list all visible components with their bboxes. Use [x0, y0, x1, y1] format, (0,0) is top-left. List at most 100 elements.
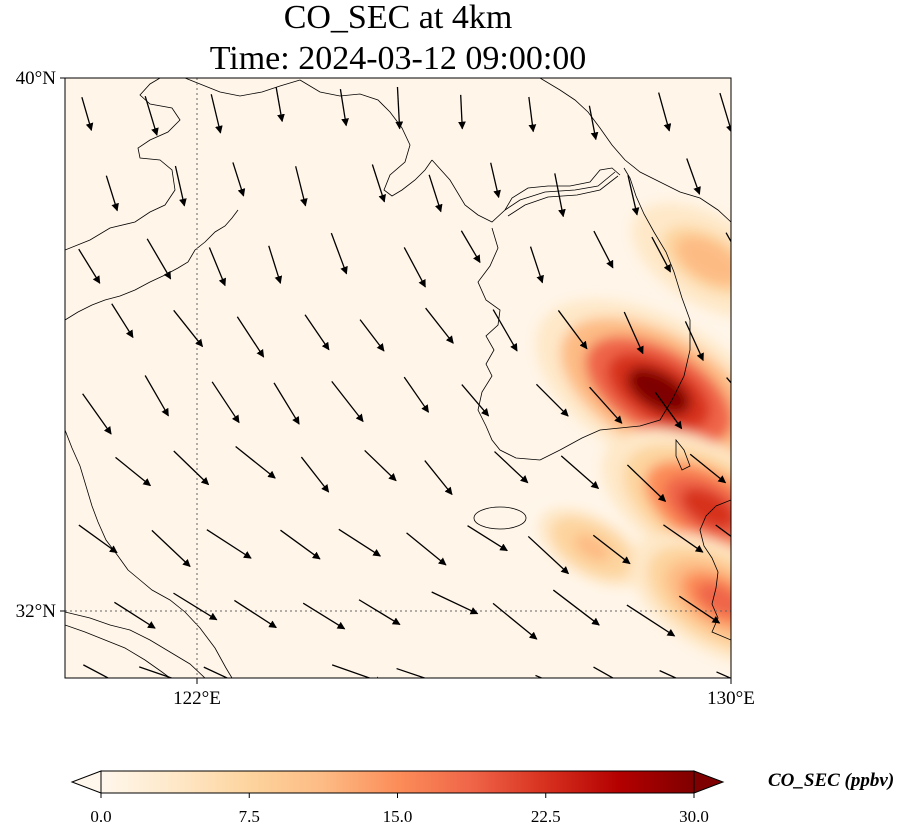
wind-arrow [592, 534, 631, 565]
wind-arrow [686, 158, 701, 195]
wind-arrow [232, 162, 246, 197]
wind-arrow [663, 524, 704, 553]
wind-arrow [144, 375, 169, 417]
wind-arrow [275, 87, 285, 123]
wind-arrow [359, 319, 385, 352]
wind-arrow [658, 92, 672, 132]
wind-arrow [144, 95, 159, 136]
wind-arrow [371, 164, 386, 203]
wind-arrow [428, 174, 443, 213]
wind-arrow [280, 529, 321, 560]
lat-label-32: 32°N [16, 601, 57, 622]
wind-arrow [467, 525, 508, 552]
wind-arrow [461, 384, 490, 417]
colorbar-extend-min [70, 770, 102, 794]
wind-arrow [535, 674, 544, 678]
plume-contour [696, 582, 731, 618]
wind-arrow [552, 589, 600, 626]
wind-arrow [146, 238, 172, 280]
wind-arrow [527, 535, 570, 575]
plume-contour [626, 367, 691, 415]
wind-arrow [560, 455, 600, 490]
wind-arrow [78, 248, 101, 284]
wind-arrow [557, 310, 588, 350]
wind-arrow [211, 381, 240, 424]
lon-label-122: 122°E [173, 688, 221, 709]
wind-arrow [725, 232, 731, 243]
wind-arrow [339, 89, 349, 127]
wind-arrow [554, 173, 566, 218]
wind-arrow [173, 592, 218, 621]
wind-arrow [492, 602, 538, 640]
wind-arrow [115, 456, 152, 487]
plume-contour [574, 534, 611, 561]
wind-arrow [304, 314, 330, 351]
gridlines [65, 78, 731, 678]
wind-arrow [105, 175, 119, 212]
wind-arrow [364, 449, 397, 482]
east-coast-plume [632, 203, 731, 318]
wind-arrow [268, 245, 283, 284]
wind-arrow [78, 524, 118, 554]
map-title-line1: CO_SEC at 4km [283, 0, 513, 36]
wind-arrow [752, 597, 802, 624]
wind-arrow [406, 532, 447, 566]
wind-arrow [395, 86, 404, 130]
wind-arrow [274, 681, 325, 698]
wind-arrow [203, 666, 229, 678]
lon-label-130: 130°E [707, 688, 755, 709]
shandong-coast [65, 209, 239, 321]
wind-arrow [236, 316, 265, 358]
wind-arrow [589, 386, 623, 424]
wind-arrow [651, 236, 672, 273]
china-south-coast [65, 429, 233, 678]
colorbar: 0.0 7.5 15.0 22.5 30.0 [70, 770, 725, 826]
colorbar-label: CO_SEC (ppbv) [768, 770, 895, 791]
wind-arrow [746, 166, 756, 206]
wind-arrow [151, 529, 191, 568]
wind-arrow [330, 232, 348, 275]
wind-arrow [302, 602, 346, 630]
dmz-line [504, 171, 619, 217]
axis-ticks [60, 77, 732, 684]
concentration-layer [523, 203, 731, 668]
wind-arrow [273, 382, 300, 425]
colorbar-tick-label: 22.5 [531, 807, 561, 826]
wind-arrow [593, 230, 614, 269]
korea-east-plume [536, 299, 731, 483]
korea-west-coast [431, 159, 621, 461]
wind-arrow [210, 94, 223, 134]
wind-arrow [208, 247, 226, 287]
southeast-plume [629, 532, 731, 668]
wind-arrow [593, 666, 615, 678]
colorbar-extend-max [693, 770, 725, 794]
colorbar-tick-label: 15.0 [383, 807, 413, 826]
wind-arrow [300, 456, 330, 493]
wind-arrow [623, 311, 644, 355]
wind-arrow [234, 599, 277, 629]
wind-arrow [719, 92, 731, 134]
wind-arrow [654, 391, 683, 430]
kyushu-plume [602, 429, 731, 588]
wind-arrow [173, 309, 204, 348]
wind-arrow [689, 453, 727, 484]
plume-contour [681, 487, 731, 530]
wind-arrow [678, 595, 721, 624]
colorbar-tick-label: 0.0 [90, 807, 111, 826]
wind-arrow [331, 380, 364, 423]
wind-arrow [295, 166, 308, 207]
wind-arrow [458, 94, 466, 130]
colorbar-tick-label: 30.0 [679, 807, 709, 826]
wind-arrow [174, 165, 187, 207]
wind-arrow [492, 309, 518, 352]
liaodong-coast [299, 79, 433, 197]
wind-arrow [588, 105, 599, 141]
tsushima [675, 438, 691, 471]
wind-arrow [173, 450, 210, 486]
wind-arrow [83, 664, 110, 678]
wind-arrow [396, 667, 427, 678]
wind-arrow [494, 451, 529, 484]
wind-arrow [82, 393, 112, 435]
map-title-line2: Time: 2024-03-12 09:00:00 [209, 40, 587, 77]
